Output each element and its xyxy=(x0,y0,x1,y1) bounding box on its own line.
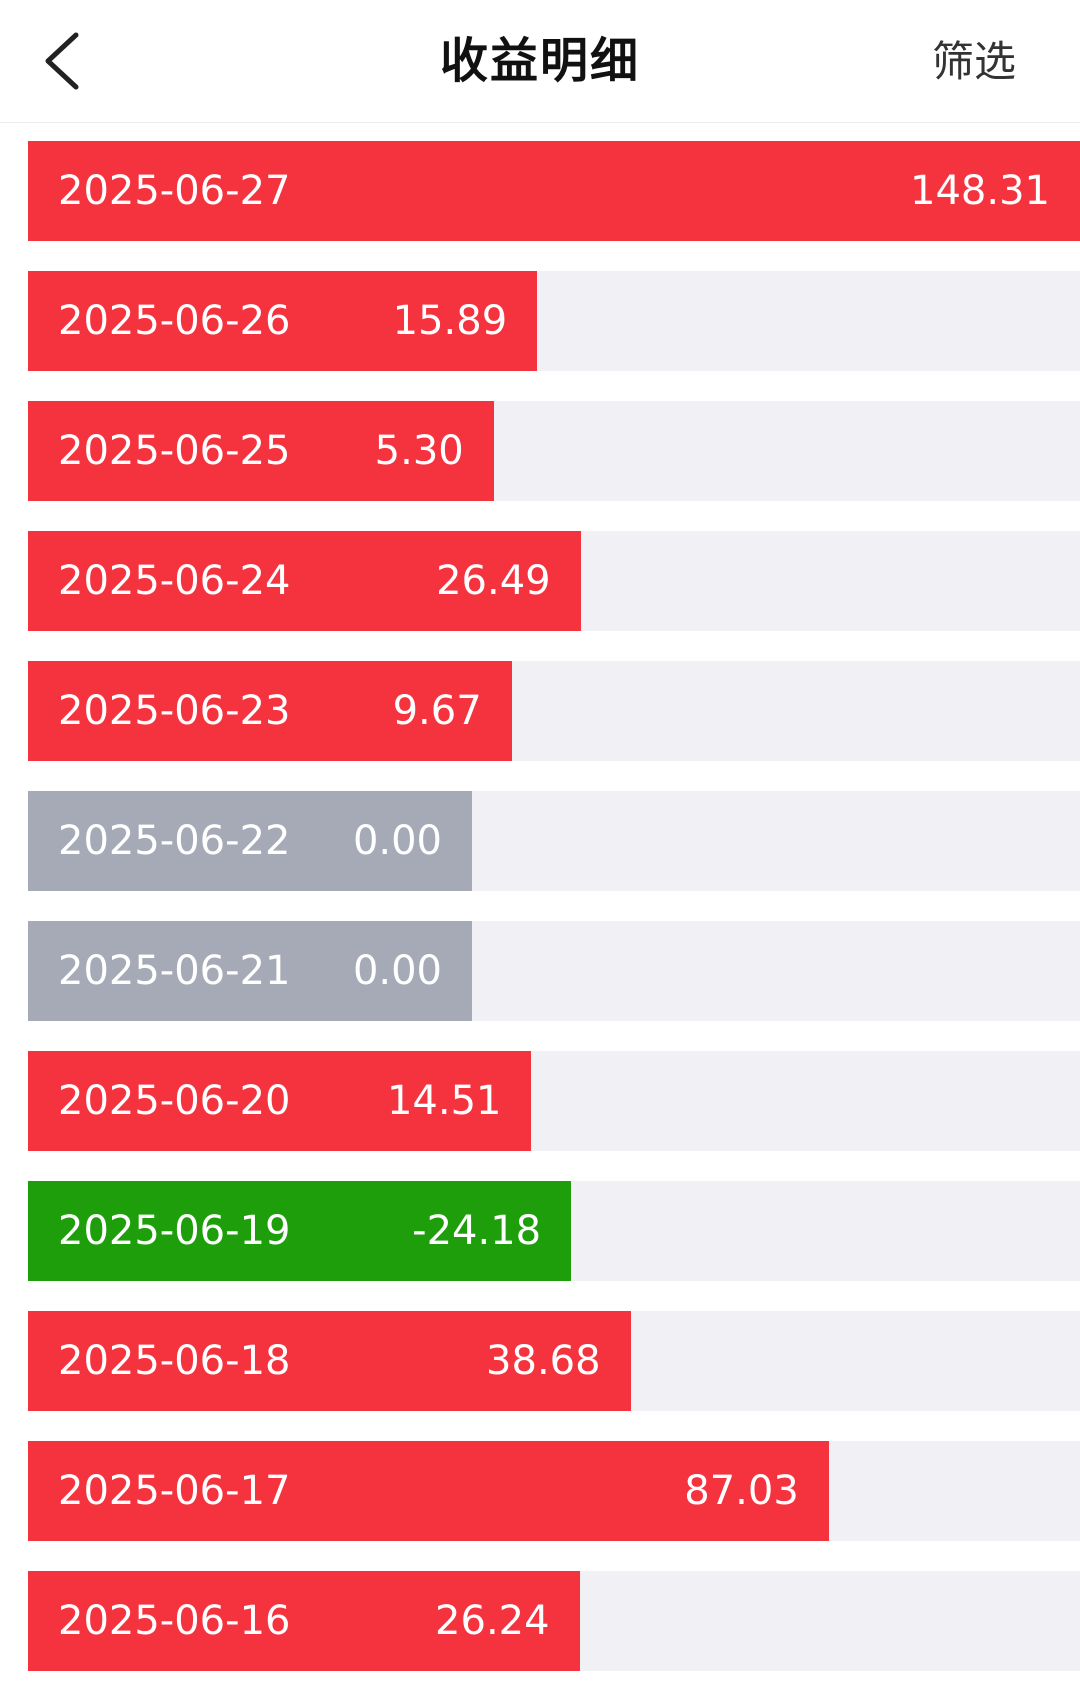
earnings-amount: 15.89 xyxy=(392,298,508,344)
earnings-date: 2025-06-27 xyxy=(58,168,291,214)
back-button[interactable] xyxy=(30,21,94,101)
earnings-row[interactable]: 2025-06-17 87.03 xyxy=(28,1441,1080,1541)
earnings-bar: 2025-06-25 5.30 xyxy=(28,401,494,501)
earnings-row[interactable]: 2025-06-26 15.89 xyxy=(28,271,1080,371)
earnings-date: 2025-06-22 xyxy=(58,818,291,864)
earnings-amount: 38.68 xyxy=(486,1338,601,1384)
earnings-bar: 2025-06-26 15.89 xyxy=(28,271,538,371)
earnings-row[interactable]: 2025-06-21 0.00 xyxy=(28,921,1080,1021)
earnings-date: 2025-06-23 xyxy=(58,688,291,734)
earnings-date: 2025-06-24 xyxy=(58,558,291,604)
earnings-list: 2025-06-27 148.31 2025-06-26 15.89 2025-06-2… xyxy=(28,141,1080,1701)
page-title: 收益明细 xyxy=(439,33,640,89)
earnings-bar: 2025-06-18 38.68 xyxy=(28,1311,631,1411)
earnings-amount: 148.31 xyxy=(910,168,1050,214)
earnings-bar: 2025-06-27 148.31 xyxy=(28,141,1080,241)
earnings-bar: 2025-06-24 26.49 xyxy=(28,531,581,631)
earnings-amount: 0.00 xyxy=(352,818,442,864)
earnings-date: 2025-06-17 xyxy=(58,1468,291,1514)
earnings-bar: 2025-06-22 0.00 xyxy=(28,791,472,891)
earnings-date: 2025-06-16 xyxy=(58,1598,291,1644)
earnings-date: 2025-06-25 xyxy=(58,428,291,474)
chevron-left-icon xyxy=(45,32,79,90)
earnings-amount: 14.51 xyxy=(386,1078,502,1124)
earnings-bar: 2025-06-19 -24.18 xyxy=(28,1181,572,1281)
earnings-date: 2025-06-21 xyxy=(58,948,291,994)
earnings-amount: 9.67 xyxy=(392,688,482,734)
top-nav-bar: 收益明细 筛选 xyxy=(0,0,1080,123)
earnings-row[interactable]: 2025-06-22 0.00 xyxy=(28,791,1080,891)
earnings-amount: 5.30 xyxy=(374,428,464,474)
earnings-row[interactable]: 2025-06-18 38.68 xyxy=(28,1311,1080,1411)
earnings-date: 2025-06-19 xyxy=(58,1208,291,1254)
earnings-amount: 26.49 xyxy=(436,558,551,604)
earnings-amount: -24.18 xyxy=(412,1208,542,1254)
earnings-amount: 26.24 xyxy=(435,1598,550,1644)
earnings-bar: 2025-06-16 26.24 xyxy=(28,1571,580,1671)
earnings-row[interactable]: 2025-06-23 9.67 xyxy=(28,661,1080,761)
earnings-bar: 2025-06-21 0.00 xyxy=(28,921,472,1021)
earnings-amount: 0.00 xyxy=(352,948,442,994)
earnings-row[interactable]: 2025-06-19 -24.18 xyxy=(28,1181,1080,1281)
earnings-bar: 2025-06-17 87.03 xyxy=(28,1441,829,1541)
earnings-bar: 2025-06-20 14.51 xyxy=(28,1051,532,1151)
earnings-row[interactable]: 2025-06-16 26.24 xyxy=(28,1571,1080,1671)
earnings-row[interactable]: 2025-06-24 26.49 xyxy=(28,531,1080,631)
earnings-date: 2025-06-20 xyxy=(58,1078,291,1124)
earnings-amount: 87.03 xyxy=(684,1468,799,1514)
earnings-bar: 2025-06-23 9.67 xyxy=(28,661,512,761)
earnings-date: 2025-06-26 xyxy=(58,298,291,344)
earnings-row[interactable]: 2025-06-27 148.31 xyxy=(28,141,1080,241)
earnings-row[interactable]: 2025-06-20 14.51 xyxy=(28,1051,1080,1151)
earnings-row[interactable]: 2025-06-25 5.30 xyxy=(28,401,1080,501)
earnings-date: 2025-06-18 xyxy=(58,1338,291,1384)
filter-button[interactable]: 筛选 xyxy=(931,37,1016,86)
